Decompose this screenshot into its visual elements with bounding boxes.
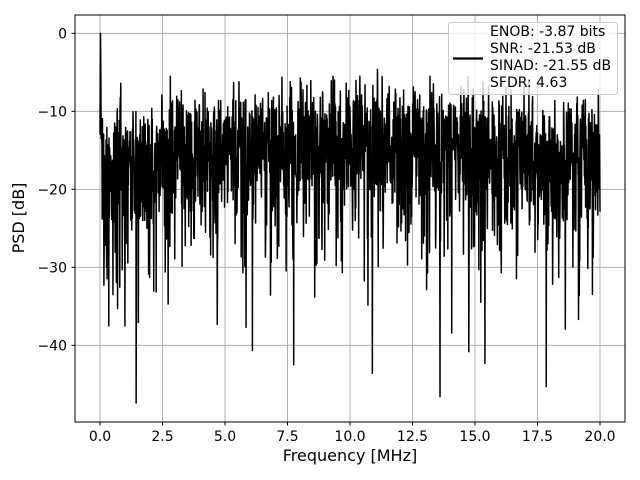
y-axis-ticks: 0 −10 −20 −30 −40 — [37, 26, 75, 354]
y-tick-label: −40 — [37, 338, 67, 354]
x-tick-label: 2.5 — [151, 429, 173, 445]
legend: ENOB: -3.87 bits SNR: -21.53 dB SINAD: -… — [448, 22, 618, 95]
y-tick-label: 0 — [58, 26, 67, 42]
x-tick-label: 15.0 — [459, 429, 490, 445]
x-tick-label: 7.5 — [276, 429, 298, 445]
y-tick-label: −20 — [37, 182, 67, 198]
x-tick-label: 10.0 — [334, 429, 365, 445]
legend-box — [448, 22, 618, 95]
legend-snr: SNR: -21.53 dB — [490, 41, 596, 57]
x-tick-label: 17.5 — [522, 429, 553, 445]
x-tick-label: 5.0 — [214, 429, 236, 445]
y-axis-label: PSD [dB] — [9, 183, 28, 254]
legend-sfdr: SFDR: 4.63 — [490, 75, 567, 91]
legend-enob: ENOB: -3.87 bits — [490, 24, 605, 40]
x-axis-label: Frequency [MHz] — [283, 446, 417, 465]
y-tick-label: −30 — [37, 260, 67, 276]
x-tick-label: 12.5 — [397, 429, 428, 445]
x-tick-label: 0.0 — [89, 429, 111, 445]
x-axis-ticks: 0.0 2.5 5.0 7.5 10.0 12.5 15.0 17.5 20.0 — [89, 422, 616, 445]
legend-sinad: SINAD: -21.55 dB — [490, 58, 611, 74]
y-tick-label: −10 — [37, 104, 67, 120]
x-tick-label: 20.0 — [584, 429, 615, 445]
psd-trace — [99, 32, 601, 404]
